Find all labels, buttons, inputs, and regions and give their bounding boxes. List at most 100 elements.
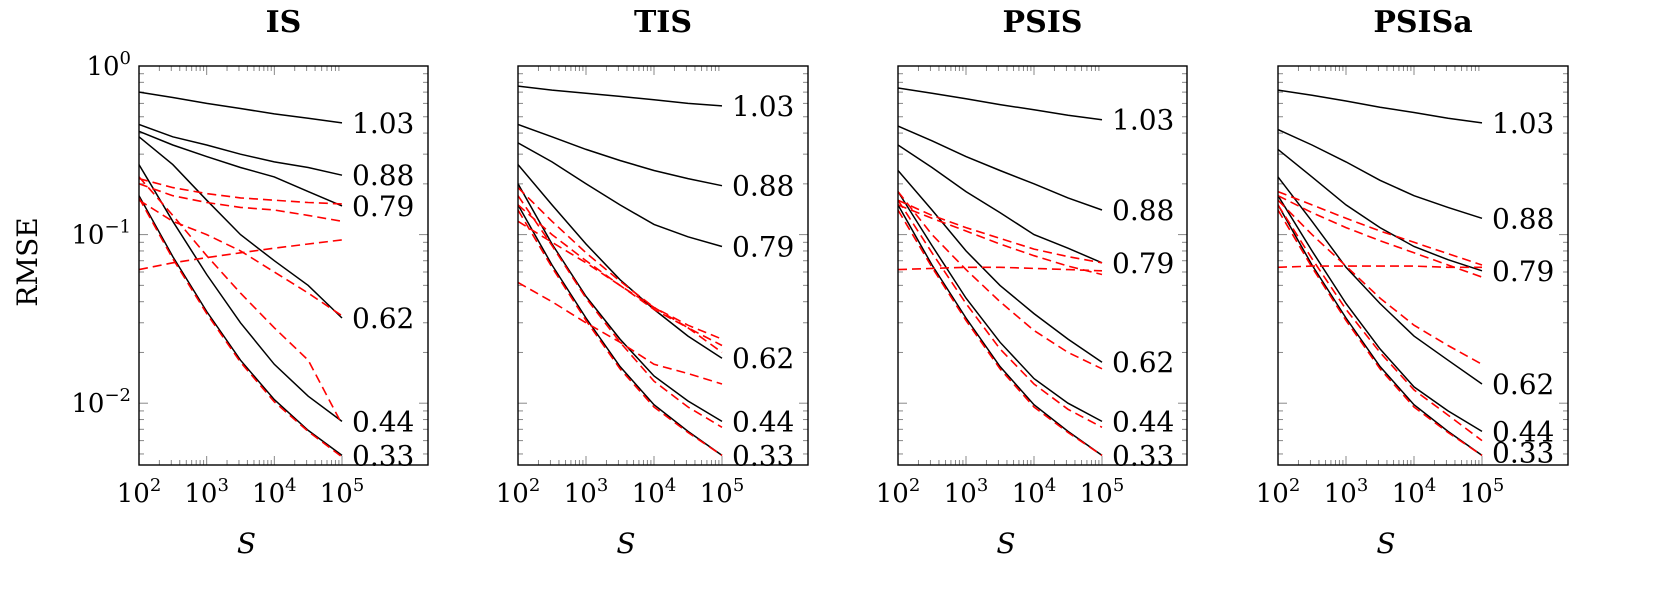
x-tick-label: 104	[1392, 475, 1437, 509]
x-tick-label: 105	[700, 475, 745, 509]
series-line-solid	[1278, 148, 1483, 272]
x-tick-label: 104	[632, 475, 677, 509]
line-end-label: 0.44	[1492, 415, 1554, 448]
line-end-label: 0.88	[1112, 194, 1174, 227]
line-end-label: 0.62	[352, 302, 414, 335]
series-line-solid	[139, 195, 343, 457]
series-line-dashed	[518, 195, 723, 428]
line-end-label: 0.33	[732, 439, 794, 472]
line-end-label: 0.79	[1492, 255, 1554, 288]
series-line-dashed	[139, 197, 343, 458]
series-line-solid	[1278, 195, 1483, 433]
series-line-dashed	[1278, 265, 1482, 269]
series-line-solid	[898, 170, 1103, 363]
x-tick-label: 102	[496, 475, 541, 509]
x-tick-label: 103	[944, 475, 989, 509]
series-line-dashed	[139, 239, 343, 271]
series-line-solid	[898, 204, 1103, 457]
x-tick-label: 105	[1460, 475, 1505, 509]
series-line-solid	[1278, 204, 1483, 457]
line-end-label: 1.03	[352, 107, 414, 140]
chart-panel-3: PSIS 102 103 104 105 S 1.03 0.88 0.79 0.62 0.440.3…	[876, 5, 1188, 560]
series-line-solid	[898, 125, 1103, 211]
series-line-solid	[1278, 89, 1483, 124]
series-line-dashed	[518, 220, 723, 340]
x-tick-label: 103	[564, 475, 609, 509]
line-end-label: 0.62	[1112, 346, 1174, 379]
chart-panel-4: PSISa 102 103 104 105 S 1.03 0.88 0.79 0.62 0.440.…	[1256, 5, 1569, 560]
x-axis-title: S	[616, 527, 635, 560]
series-line-solid	[518, 123, 723, 187]
x-axis-title: S	[1376, 527, 1395, 560]
x-tick-label: 104	[1012, 475, 1057, 509]
x-tick-label: 102	[876, 475, 921, 509]
y-tick-label: 10−1	[71, 217, 131, 251]
series-line-dashed	[1278, 209, 1483, 457]
x-tick-label: 105	[1080, 475, 1125, 509]
series-line-dashed	[898, 199, 1103, 429]
panel-title: PSIS	[1003, 5, 1083, 40]
line-end-label: 0.79	[732, 231, 794, 264]
series-line-solid	[898, 191, 1103, 423]
line-end-label: 0.88	[1492, 202, 1554, 235]
series-line-dashed	[139, 177, 343, 205]
series-line-solid	[518, 142, 723, 248]
line-end-label: 0.88	[352, 159, 414, 192]
line-end-label: 0.62	[1492, 368, 1554, 401]
series-group	[898, 87, 1103, 457]
line-end-label: 0.79	[1112, 247, 1174, 280]
series-line-solid	[518, 204, 723, 457]
x-axis-title: S	[237, 527, 256, 560]
x-tick-label: 103	[184, 475, 229, 509]
series-line-dashed	[898, 204, 1103, 276]
x-tick-label: 102	[117, 475, 162, 509]
x-tick-label: 104	[252, 475, 297, 509]
line-end-label: 0.79	[352, 190, 414, 223]
line-end-label: 0.44	[352, 405, 414, 438]
series-line-solid	[139, 91, 343, 124]
series-line-solid	[898, 144, 1103, 264]
line-end-label: 1.03	[732, 90, 794, 123]
plot-frame	[138, 65, 429, 466]
axis-ticks	[517, 65, 808, 465]
series-group	[518, 85, 723, 457]
series-line-dashed	[1278, 204, 1483, 442]
series-line-solid	[518, 85, 723, 107]
series-line-solid	[1278, 176, 1483, 385]
plot-frame	[1277, 65, 1569, 466]
axis-ticks	[1277, 65, 1568, 465]
series-group	[139, 91, 343, 458]
line-end-label: 0.33	[1492, 437, 1554, 470]
series-line-dashed	[139, 199, 343, 317]
series-line-solid	[898, 87, 1103, 121]
y-tick-label: 100	[86, 48, 131, 82]
line-end-label: 0.33	[1112, 439, 1174, 472]
axis-ticks	[138, 65, 428, 465]
y-axis-title: RMSE	[11, 217, 44, 306]
series-line-dashed	[898, 266, 1103, 272]
series-line-solid	[139, 136, 343, 319]
panel-title: TIS	[634, 5, 692, 40]
series-line-dashed	[1278, 190, 1483, 266]
y-tick-label: 10−2	[71, 385, 131, 419]
line-end-label: 1.03	[1112, 104, 1174, 137]
line-end-label: 0.88	[732, 170, 794, 203]
series-line-solid	[518, 164, 723, 359]
series-line-solid	[518, 183, 723, 423]
line-end-label: 0.33	[352, 439, 414, 472]
plot-frame	[517, 65, 809, 466]
series-line-solid	[139, 130, 343, 207]
series-line-dashed	[139, 176, 343, 425]
series-line-solid	[139, 123, 343, 176]
series-line-dashed	[898, 209, 1103, 457]
x-tick-label: 103	[1324, 475, 1369, 509]
panel-title: IS	[266, 5, 302, 40]
x-axis-title: S	[996, 527, 1015, 560]
series-line-solid	[139, 164, 343, 423]
axis-ticks	[897, 65, 1187, 465]
x-tick-label: 105	[320, 475, 365, 509]
series-line-dashed	[518, 209, 723, 457]
x-tick-label: 102	[1256, 475, 1301, 509]
line-end-label: 0.62	[732, 342, 794, 375]
